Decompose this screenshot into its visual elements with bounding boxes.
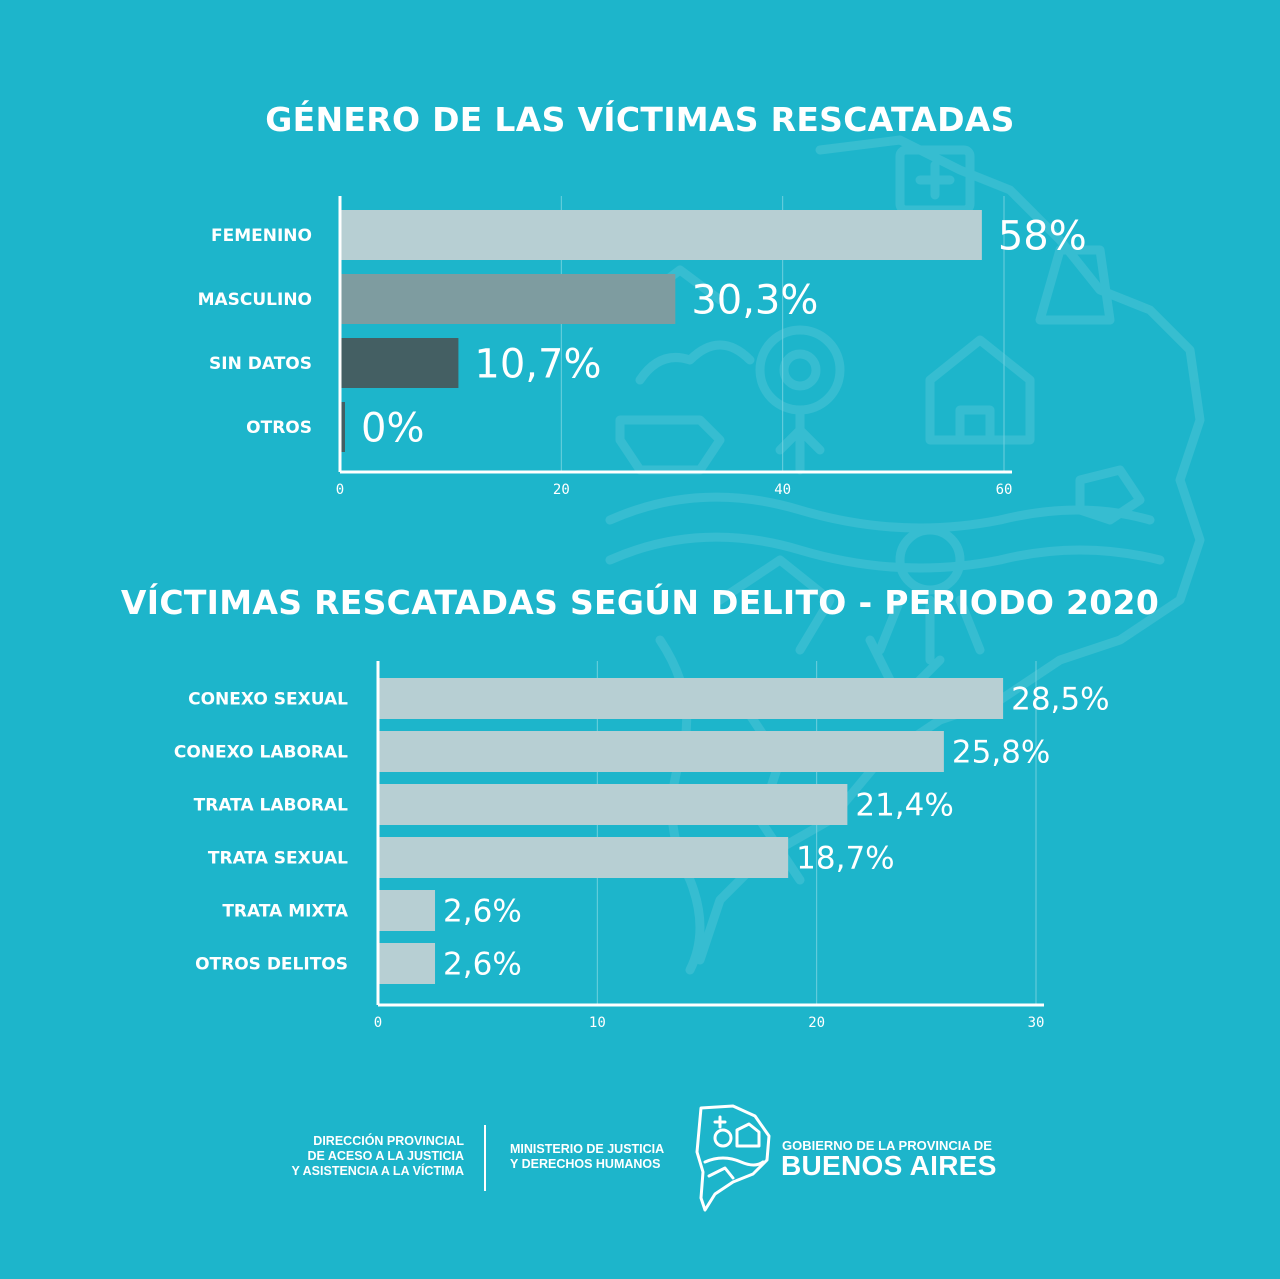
footer: DIRECCIÓN PROVINCIAL DE ACESO A LA JUSTI… <box>0 1100 1280 1220</box>
bar <box>340 402 345 452</box>
bar-chart-genero: 0 20 40 60 FEMENINO 58% MASCULINO 30,3% SIN DATO… <box>198 196 1087 498</box>
value-label: 30,3% <box>691 277 818 323</box>
category-label: CONEXO SEXUAL <box>188 690 348 710</box>
bar <box>340 338 459 388</box>
category-label: CONEXO LABORAL <box>174 743 348 763</box>
x-tick-label: 30 <box>1028 1015 1045 1031</box>
direccion-provincial-text: DIRECCIÓN PROVINCIAL DE ACESO A LA JUSTI… <box>291 1134 464 1178</box>
category-label: TRATA SEXUAL <box>208 849 348 869</box>
category-label: OTROS <box>246 418 312 438</box>
category-label: SIN DATOS <box>209 354 312 374</box>
value-label: 28,5% <box>1011 682 1109 718</box>
bar <box>378 890 436 931</box>
x-tick-label: 0 <box>336 482 344 498</box>
bar-chart-delito: 0 10 20 30 CONEXO SEXUAL 28,5% CONEXO LABORAL 2… <box>174 661 1110 1031</box>
x-tick-label: 20 <box>553 482 570 498</box>
buenos-aires-province-map-icon <box>695 1104 771 1212</box>
x-tick-label: 10 <box>589 1015 606 1031</box>
footer-divider <box>484 1125 486 1191</box>
value-label: 10,7% <box>474 341 601 387</box>
x-tick-label: 20 <box>808 1015 825 1031</box>
chart-title-delito: VÍCTIMAS RESCATADAS SEGÚN DELITO - PERIO… <box>120 583 1160 622</box>
value-label: 21,4% <box>855 788 953 824</box>
bar <box>378 943 436 984</box>
value-label: 18,7% <box>796 841 894 877</box>
bar <box>340 210 982 260</box>
bar <box>378 837 789 878</box>
value-label: 0% <box>361 405 424 451</box>
buenos-aires-text: BUENOS AIRES <box>781 1150 997 1181</box>
bar <box>378 678 1004 719</box>
category-label: MASCULINO <box>198 290 312 310</box>
category-label: TRATA LABORAL <box>194 796 349 816</box>
bar <box>378 731 944 772</box>
category-label: OTROS DELITOS <box>195 955 348 975</box>
value-label: 2,6% <box>443 894 522 930</box>
ministerio-text: MINISTERIO DE JUSTICIA Y DERECHOS HUMANO… <box>510 1142 665 1171</box>
bar <box>378 784 848 825</box>
chart-title-genero: GÉNERO DE LAS VÍCTIMAS RESCATADAS <box>265 100 1015 139</box>
x-tick-label: 0 <box>374 1015 382 1031</box>
value-label: 25,8% <box>952 735 1050 771</box>
bar <box>340 274 676 324</box>
value-label: 58% <box>998 213 1087 259</box>
x-tick-label: 40 <box>774 482 791 498</box>
gobierno-text: GOBIERNO DE LA PROVINCIA DE <box>782 1138 992 1153</box>
category-label: FEMENINO <box>211 226 312 246</box>
category-label: TRATA MIXTA <box>222 902 349 922</box>
value-label: 2,6% <box>443 947 522 983</box>
x-tick-label: 60 <box>996 482 1013 498</box>
